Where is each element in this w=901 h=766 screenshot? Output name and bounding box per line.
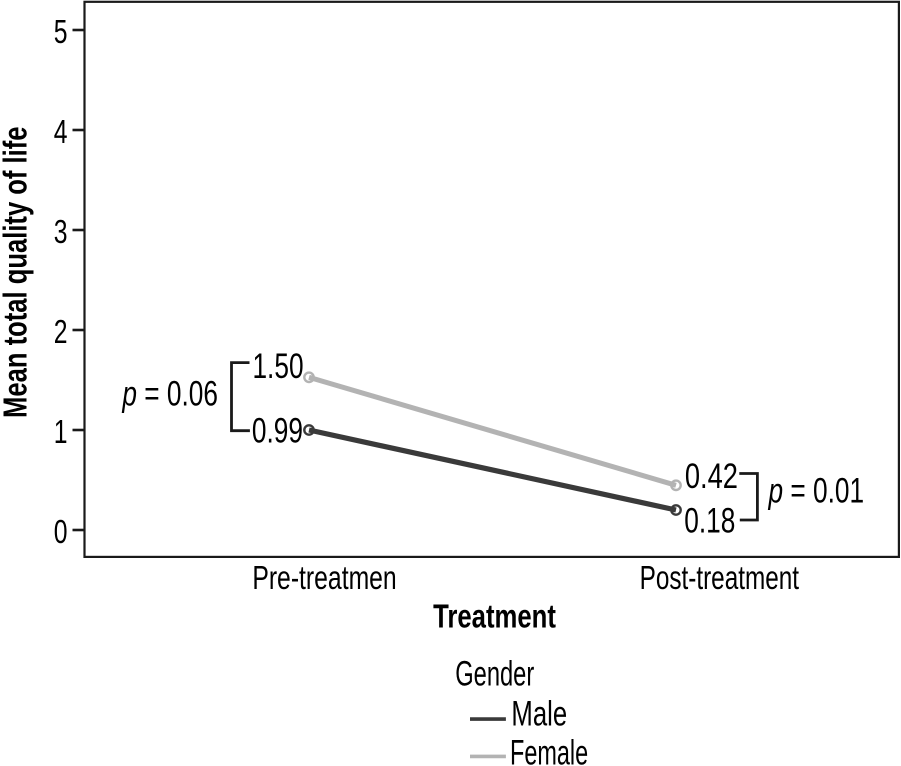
- svg-text:Post-treatment: Post-treatment: [640, 561, 799, 597]
- svg-text:p = 0.01: p = 0.01: [768, 471, 864, 511]
- svg-text:1.50: 1.50: [252, 346, 303, 386]
- svg-text:0.18: 0.18: [684, 501, 735, 541]
- svg-text:4: 4: [54, 115, 68, 151]
- svg-text:3: 3: [54, 215, 68, 251]
- svg-text:Male: Male: [511, 693, 567, 733]
- svg-text:Gender: Gender: [455, 655, 534, 694]
- svg-text:2: 2: [54, 315, 68, 351]
- svg-text:p = 0.06: p = 0.06: [122, 374, 218, 414]
- svg-text:Mean total quality of life: Mean total quality of life: [0, 126, 34, 417]
- svg-text:Treatment: Treatment: [433, 598, 556, 635]
- svg-text:0.99: 0.99: [252, 411, 303, 451]
- svg-text:Pre-treatmen: Pre-treatmen: [252, 561, 396, 597]
- svg-text:5: 5: [54, 15, 68, 51]
- svg-text:1: 1: [54, 415, 68, 451]
- svg-text:Female: Female: [510, 734, 588, 766]
- svg-text:0: 0: [54, 515, 68, 551]
- svg-text:0.42: 0.42: [685, 457, 738, 496]
